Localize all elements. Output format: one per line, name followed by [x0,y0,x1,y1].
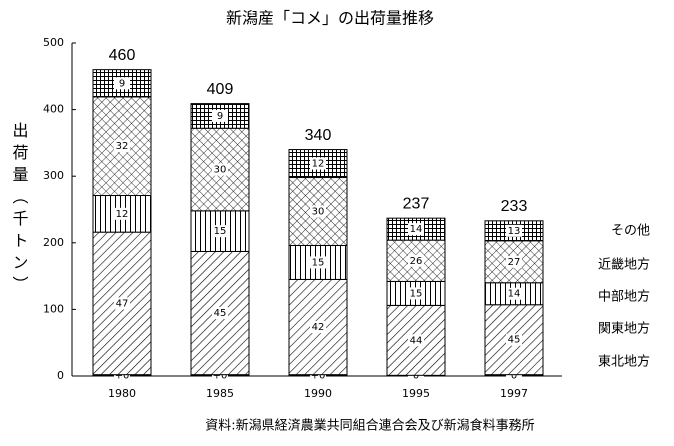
segment-label: 30 [312,206,325,217]
segment-label: +0 [311,370,326,381]
legend-label: 関東地方 [598,321,650,337]
label-box [408,254,424,267]
segment-label: 9 [119,78,125,89]
segment-label: 42 [312,322,325,333]
label-box [506,255,522,268]
label-box [506,287,522,300]
segment-label: 14 [410,224,423,235]
total-label: 340 [305,127,332,144]
label-box [408,334,424,347]
label-box [408,223,424,236]
x-tick-label: 1995 [402,387,430,400]
label-box [212,163,228,176]
y-axis-title: 出荷量（千トン） [10,122,29,298]
legend-label: 中部地方 [598,289,650,305]
y-tick-label: 0 [57,369,64,382]
segment-label: 15 [410,288,423,299]
segment-label: 14 [508,289,521,300]
label-box [506,224,522,237]
legend-label: 近畿地方 [598,257,650,273]
label-box [310,157,326,170]
total-label: 409 [207,81,234,98]
segment-label: 12 [116,209,129,220]
x-tick-label: 1990 [304,387,332,400]
legend-label: その他 [611,224,650,239]
label-box [310,321,326,334]
segment-label: 0 [511,370,517,381]
label-box [114,207,130,220]
label-box [310,205,326,218]
label-box [506,333,522,346]
segment-label: +0 [213,370,228,381]
segment-label: 15 [214,226,227,237]
y-tick-label: 200 [43,236,64,249]
segment-label: 32 [116,141,129,152]
label-box [310,256,326,269]
legend-label: 東北地方 [598,354,650,370]
segment-label: 12 [312,159,325,170]
label-box [408,287,424,300]
y-tick-label: 400 [43,103,64,116]
label-box [212,307,228,320]
total-label: 237 [403,195,430,212]
x-tick-label: 1997 [500,387,528,400]
segment-label: 13 [508,226,521,237]
label-box [114,140,130,153]
segment-label: 15 [312,257,325,268]
source-note: 資料:新潟県経済農業共同組合連合会及び新潟食料事務所 [205,418,534,434]
x-tick-label: 1980 [108,387,136,400]
total-label: 460 [109,47,136,64]
label-box [114,297,130,310]
segment-label: 0 [413,371,419,382]
x-tick-label: 1985 [206,387,234,400]
segment-label: 26 [410,256,423,267]
y-tick-label: 100 [43,302,64,315]
segment-label: 44 [410,335,423,346]
label-box [212,225,228,238]
y-tick-label: 500 [43,36,64,49]
segment-label: 9 [217,111,223,122]
segment-label: 45 [508,335,521,346]
segment-label: +0 [115,370,130,381]
segment-label: 30 [214,165,227,176]
chart-title: 新潟産「コメ」の出荷量推移 [226,9,434,28]
segment-label: 47 [116,298,129,309]
label-box [212,109,228,122]
total-label: 233 [501,198,528,215]
y-tick-label: 300 [43,169,64,182]
segment-label: 45 [214,308,227,319]
segment-label: 27 [508,257,521,268]
label-box [114,77,130,90]
